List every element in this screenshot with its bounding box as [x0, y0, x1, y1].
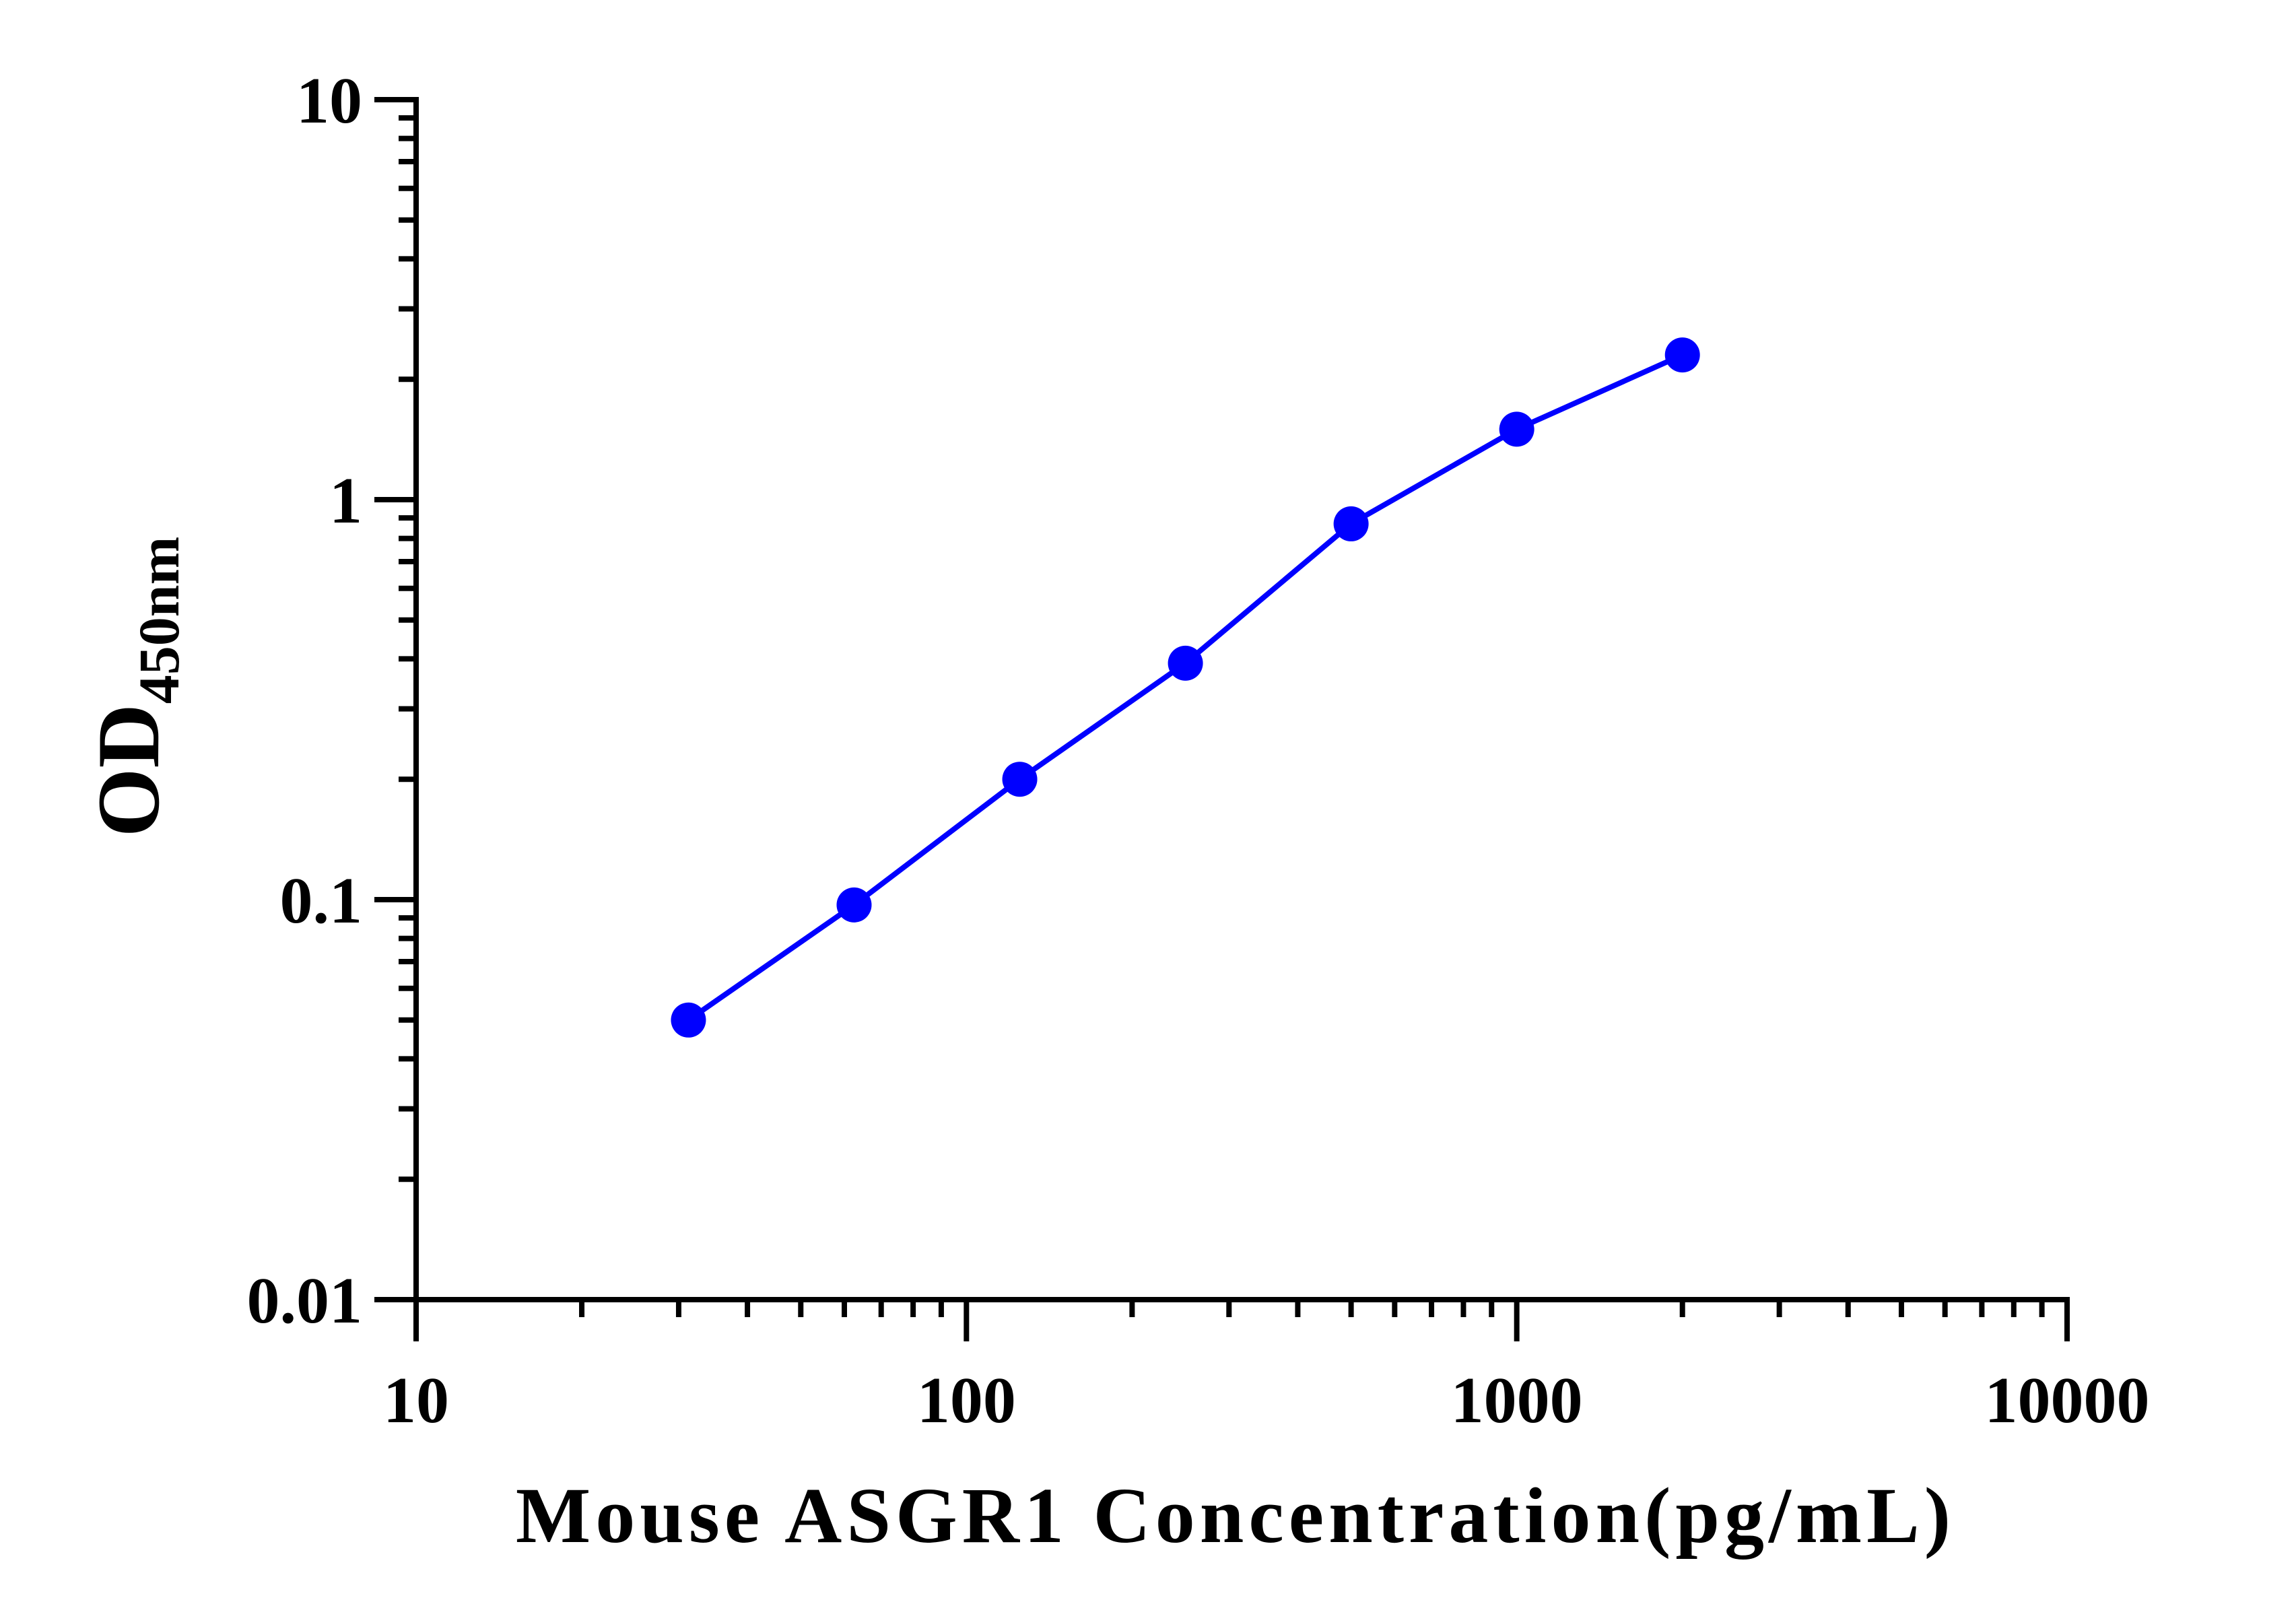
- series-layer: [671, 337, 1700, 1038]
- data-point: [1002, 762, 1038, 797]
- y-axis-title: OD450nm: [79, 537, 191, 837]
- y-tick-label: 1: [329, 465, 362, 537]
- y-tick-label: 0.1: [280, 865, 363, 937]
- y-tick-label: 10: [296, 65, 362, 137]
- data-point: [671, 1002, 706, 1038]
- x-axis-title: Mouse ASGR1 Concentration(pg/mL): [516, 1471, 1955, 1560]
- x-tick-label: 10000: [1985, 1364, 2150, 1437]
- x-tick-label: 1000: [1451, 1364, 1583, 1437]
- x-tick-label: 100: [917, 1364, 1016, 1437]
- y-axis: 0.01 0.1 1 10: [247, 65, 419, 1337]
- data-point: [1333, 506, 1369, 541]
- data-point: [836, 887, 872, 923]
- data-point: [1664, 337, 1700, 373]
- y-axis-title-main: OD: [79, 704, 178, 837]
- series-line: [687, 352, 1684, 1023]
- data-point: [1499, 411, 1534, 447]
- data-point: [1168, 645, 1203, 681]
- y-axis-title-subscript: 450nm: [127, 537, 191, 704]
- x-axis: 10 100 1000 10000: [383, 1297, 2150, 1437]
- y-tick-label: 0.01: [247, 1265, 363, 1337]
- x-tick-label: 10: [383, 1364, 449, 1437]
